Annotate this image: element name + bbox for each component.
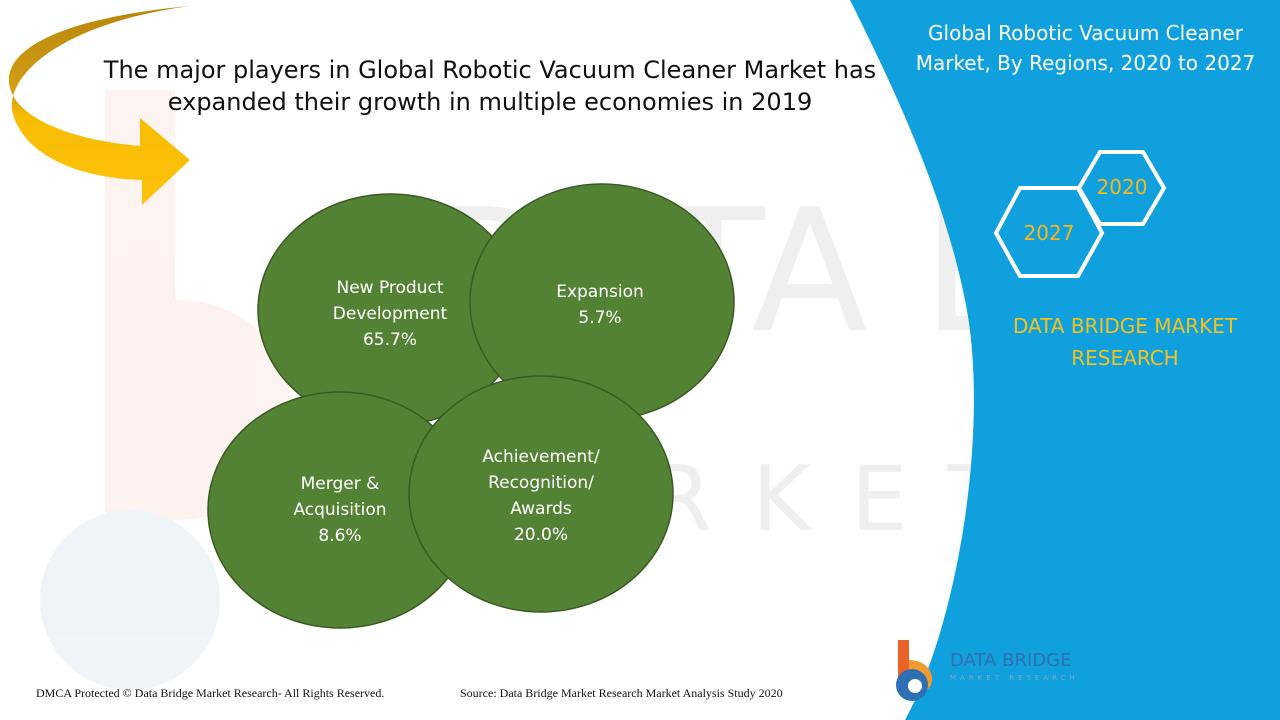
headline: The major players in Global Robotic Vacu… bbox=[100, 54, 880, 118]
hexagon-2020-label: 2020 bbox=[1096, 175, 1148, 199]
side-panel-background bbox=[850, 0, 1280, 720]
label-new-product-development: New Product Development 65.7% bbox=[300, 275, 480, 353]
footer-source: Source: Data Bridge Market Research Mark… bbox=[460, 686, 783, 700]
label-achievement-awards: Achievement/ Recognition/ Awards 20.0% bbox=[451, 444, 631, 548]
panel-title: Global Robotic Vacuum Cleaner Market, By… bbox=[915, 21, 1256, 75]
share-merger-acquisition: 8.6% bbox=[318, 526, 362, 546]
hexagon-2027-label: 2027 bbox=[1023, 221, 1075, 245]
share-achievement-awards: 20.0% bbox=[513, 525, 568, 545]
label-merger-acquisition: Merger & Acquisition 8.6% bbox=[250, 471, 430, 549]
circle-achievement-awards bbox=[408, 375, 674, 613]
share-expansion: 5.7% bbox=[578, 308, 622, 328]
share-new-product-development: 65.7% bbox=[362, 330, 417, 350]
logo-name: DATA BRIDGE bbox=[950, 650, 1072, 671]
logo-mark-icon bbox=[896, 640, 933, 701]
logo-subtitle: MARKET RESEARCH bbox=[950, 674, 1079, 682]
curved-arrow-icon bbox=[8, 6, 190, 205]
hexagon-2027-shape bbox=[993, 186, 1105, 278]
brand-name: DATA BRIDGE MARKET RESEARCH bbox=[1012, 314, 1238, 370]
headline-line-2: expanded their growth in multiple econom… bbox=[167, 88, 813, 116]
footer-copyright: DMCA Protected © Data Bridge Market Rese… bbox=[36, 686, 385, 700]
label-expansion: Expansion 5.7% bbox=[510, 279, 690, 331]
headline-line-1: The major players in Global Robotic Vacu… bbox=[103, 56, 877, 84]
